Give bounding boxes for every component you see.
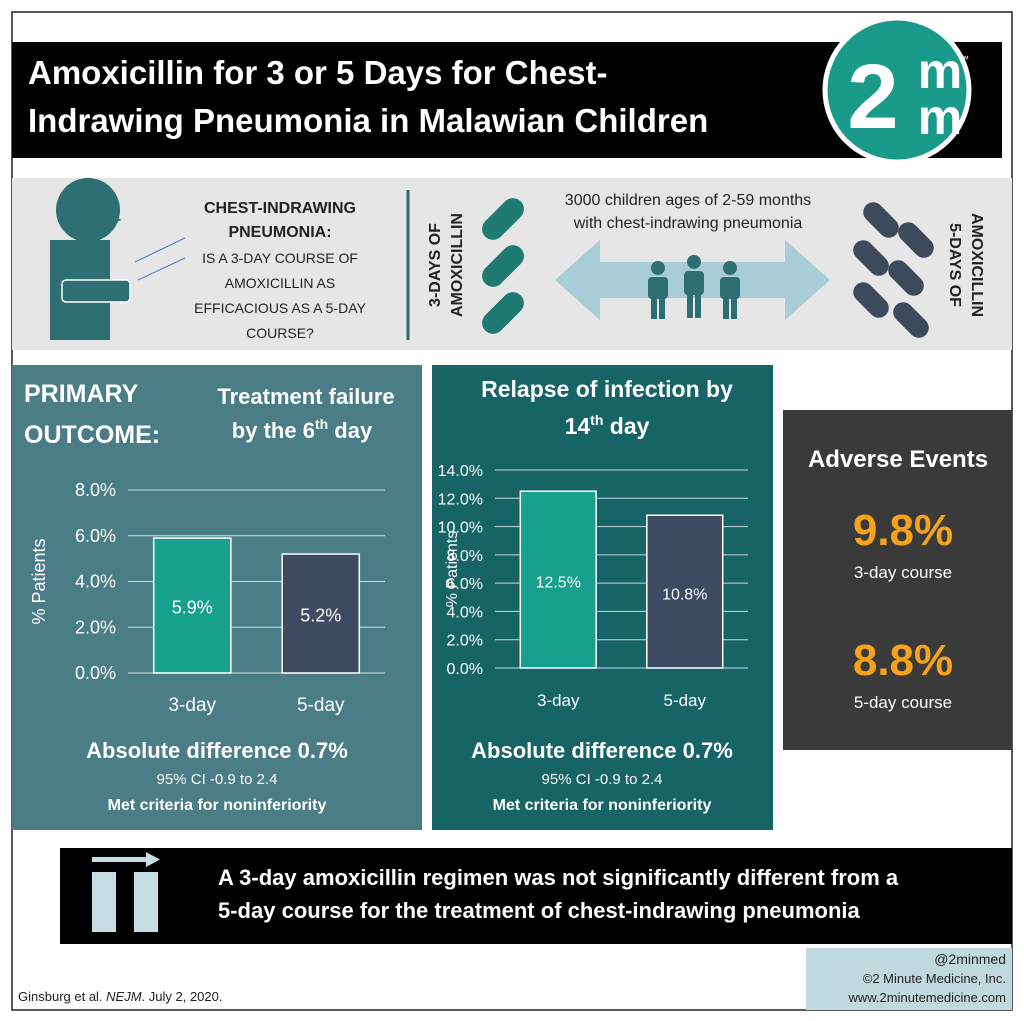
y-tick-label: 0.0%: [447, 661, 483, 678]
chart-title: day: [603, 413, 649, 439]
citation: Ginsburg et al.: [18, 989, 106, 1004]
chart-title: Relapse of infection by: [481, 376, 733, 402]
y-tick-label: 12.0%: [438, 491, 483, 508]
charts: 0.0%2.0%4.0%6.0%8.0%% Patients 5.9%3-day5…: [29, 463, 748, 814]
y-tick-label: 2.0%: [447, 633, 483, 650]
conclusion: A 3-day amoxicillin regimen was not sign…: [218, 865, 899, 890]
bar: [519, 490, 597, 669]
credits-box: [806, 948, 1012, 1010]
adverse-label: 5-day course: [854, 693, 952, 712]
arm-label: AMOXICILLIN: [968, 213, 985, 317]
value-label: 12.5%: [536, 575, 581, 592]
arm-label: 3-DAYS OF: [427, 223, 444, 307]
y-axis-label: % Patients: [444, 531, 461, 607]
citation: Ginsburg et al. NEJM. July 2, 2020.: [18, 989, 223, 1004]
y-tick-label: 14.0%: [438, 463, 483, 480]
y-tick-label: 8.0%: [75, 480, 116, 500]
summary: Met criteria for noninferiority: [493, 797, 712, 814]
credit: www.2minutemedicine.com: [847, 990, 1006, 1005]
adverse-panel: [783, 410, 1012, 750]
question-title: CHEST-INDRAWING: [204, 200, 356, 217]
logo: [822, 15, 972, 165]
bar: [152, 537, 232, 674]
summary: Absolute difference 0.7%: [86, 738, 348, 763]
pills-3day: [482, 198, 524, 334]
conclusion-bar: [60, 848, 1012, 944]
heading: PRIMARY: [24, 380, 139, 408]
y-tick-label: 10.0%: [438, 520, 483, 537]
logo-text: m: [918, 89, 962, 145]
citation: . July 2, 2020.: [142, 989, 223, 1004]
logo-text: 2: [847, 46, 898, 148]
chart-title: by the 6th day: [232, 416, 373, 443]
bar: [281, 553, 361, 674]
conclusion: 5-day course for the treatment of chest-…: [218, 898, 861, 923]
adverse-label: 3-day course: [854, 563, 952, 582]
y-tick-label: 8.0%: [447, 548, 483, 565]
x-tick-label: 3-day: [537, 691, 580, 710]
y-axis-label: % Patients: [29, 538, 49, 624]
adverse-title: Adverse Events: [808, 446, 988, 473]
y-tick-label: 6.0%: [447, 576, 483, 593]
chart-title: 14: [565, 413, 591, 439]
summary: 95% CI -0.9 to 2.4: [157, 771, 278, 788]
population: 3000 children ages of 2-59 months: [565, 192, 811, 209]
summary: Met criteria for noninferiority: [108, 797, 327, 814]
chart-title: 14th day: [565, 412, 650, 439]
arm-label: AMOXICILLIN: [449, 213, 466, 317]
children-icon: [648, 255, 740, 319]
arm-label: 5-DAYS OF: [946, 223, 963, 307]
logo-tm: ™: [960, 54, 969, 64]
y-tick-label: 4.0%: [447, 604, 483, 621]
adverse-value: 8.8%: [853, 636, 953, 685]
summary: 95% CI -0.9 to 2.4: [542, 771, 663, 788]
credit: ©2 Minute Medicine, Inc.: [863, 971, 1006, 986]
superscript: th: [315, 416, 328, 432]
heading: OUTCOME:: [24, 421, 160, 449]
superscript: th: [590, 412, 603, 428]
pills-5day: [853, 202, 934, 338]
y-tick-label: 4.0%: [75, 572, 116, 592]
value-label: 5.9%: [172, 598, 213, 618]
x-tick-label: 5-day: [663, 691, 706, 710]
credit: @2minmed: [934, 951, 1006, 967]
chart-title: by the 6: [232, 418, 315, 443]
title: Amoxicillin for 3 or 5 Days for Chest-: [28, 54, 607, 91]
arrow: [134, 237, 186, 263]
population: with chest-indrawing pneumonia: [573, 215, 803, 232]
y-tick-label: 2.0%: [75, 617, 116, 637]
summary: Absolute difference 0.7%: [471, 738, 733, 763]
citation: NEJM: [106, 989, 142, 1004]
conclusion-icon: [92, 852, 160, 932]
adverse-value: 9.8%: [853, 506, 953, 555]
question: IS A 3-DAY COURSE OF: [202, 250, 358, 266]
chart-title: Treatment failure: [217, 384, 394, 409]
y-tick-label: 6.0%: [75, 526, 116, 546]
person-icon: [50, 178, 131, 340]
x-tick-label: 3-day: [168, 695, 216, 716]
question: EFFICACIOUS AS A 5-DAY: [194, 300, 366, 316]
question: AMOXICILLIN AS: [225, 275, 335, 291]
arrow: [137, 257, 186, 281]
title: Indrawing Pneumonia in Malawian Children: [28, 102, 708, 139]
chart-title: day: [328, 418, 373, 443]
logo-text: m: [918, 43, 962, 99]
bar: [646, 514, 724, 669]
value-label: 5.2%: [300, 606, 341, 626]
y-tick-label: 0.0%: [75, 663, 116, 683]
question-title: PNEUMONIA:: [228, 224, 331, 241]
value-label: 10.8%: [662, 587, 707, 604]
question: COURSE?: [246, 325, 314, 341]
x-tick-label: 5-day: [297, 695, 345, 716]
